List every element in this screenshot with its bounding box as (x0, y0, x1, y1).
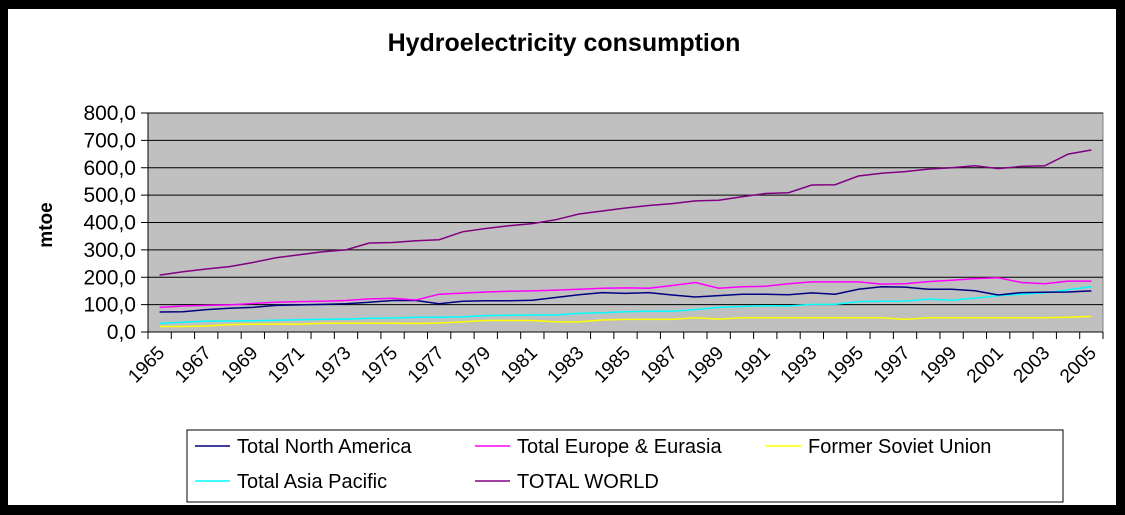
x-tick-label: 1999 (916, 343, 961, 388)
x-tick-label: 1997 (870, 343, 915, 388)
x-tick-label: 1987 (637, 343, 682, 388)
y-tick-label: 0,0 (107, 321, 136, 344)
x-tick-label: 1967 (171, 343, 216, 388)
y-tick-label: 600,0 (83, 157, 136, 180)
x-tick-label: 1995 (823, 343, 868, 388)
series-line-total-europe-eurasia (159, 277, 1092, 309)
x-tick-label: 1977 (404, 343, 449, 388)
chart-panel: Hydroelectricity consumption mtoe 0,0 100… (8, 9, 1116, 505)
x-tick-label: 2003 (1010, 343, 1055, 388)
y-tick-label: 800,0 (83, 102, 136, 125)
legend-label: Total Europe & Eurasia (517, 436, 722, 458)
legend-label: Total Asia Pacific (237, 471, 387, 493)
legend-label: Former Soviet Union (808, 436, 991, 458)
x-tick-label: 1983 (544, 343, 589, 388)
legend-label: TOTAL WORLD (517, 471, 659, 493)
legend-box (186, 429, 1064, 503)
x-tick-label: 1979 (451, 343, 496, 388)
y-tick-label: 200,0 (83, 266, 136, 289)
y-axis-label: mtoe (36, 202, 57, 247)
x-tick-label: 1993 (777, 343, 822, 388)
chart: Hydroelectricity consumption mtoe 0,0 100… (36, 29, 1104, 503)
x-tick-label: 1969 (218, 343, 263, 388)
legend-label: Total North America (237, 436, 412, 458)
y-axis-ticks: 0,0 100,0 200,0 300,0 400,0 500,0 600,0 700,0 80… (83, 102, 148, 344)
x-tick-label: 1981 (497, 343, 542, 388)
y-tick-label: 400,0 (83, 212, 136, 235)
series-line-total-asia-pacific (159, 286, 1092, 325)
x-tick-label: 2005 (1056, 343, 1101, 388)
x-tick-label: 1991 (730, 343, 775, 388)
y-tick-label: 500,0 (83, 184, 136, 207)
chart-title: Hydroelectricity consumption (388, 29, 741, 57)
x-tick-label: 1985 (590, 343, 635, 388)
x-tick-label: 1973 (311, 343, 356, 388)
y-tick-label: 700,0 (83, 129, 136, 152)
y-tick-label: 100,0 (83, 294, 136, 317)
x-tick-label: 1965 (124, 343, 169, 388)
x-tick-label: 1989 (683, 343, 728, 388)
x-tick-label: 1975 (357, 343, 402, 388)
legend: Total North America Total Europe & Eurasi… (186, 429, 1064, 503)
series-line-total-world (159, 149, 1092, 276)
series-line-former-soviet-union (159, 315, 1092, 328)
x-axis-ticks: 1965 1967 1969 1971 1973 1975 1977 1979 1981 1983… (124, 332, 1104, 388)
x-tick-label: 1971 (264, 343, 309, 388)
series-lines (159, 149, 1092, 328)
y-tick-label: 300,0 (83, 239, 136, 262)
x-tick-label: 2001 (963, 343, 1008, 388)
series-line-total-north-america (159, 286, 1092, 313)
